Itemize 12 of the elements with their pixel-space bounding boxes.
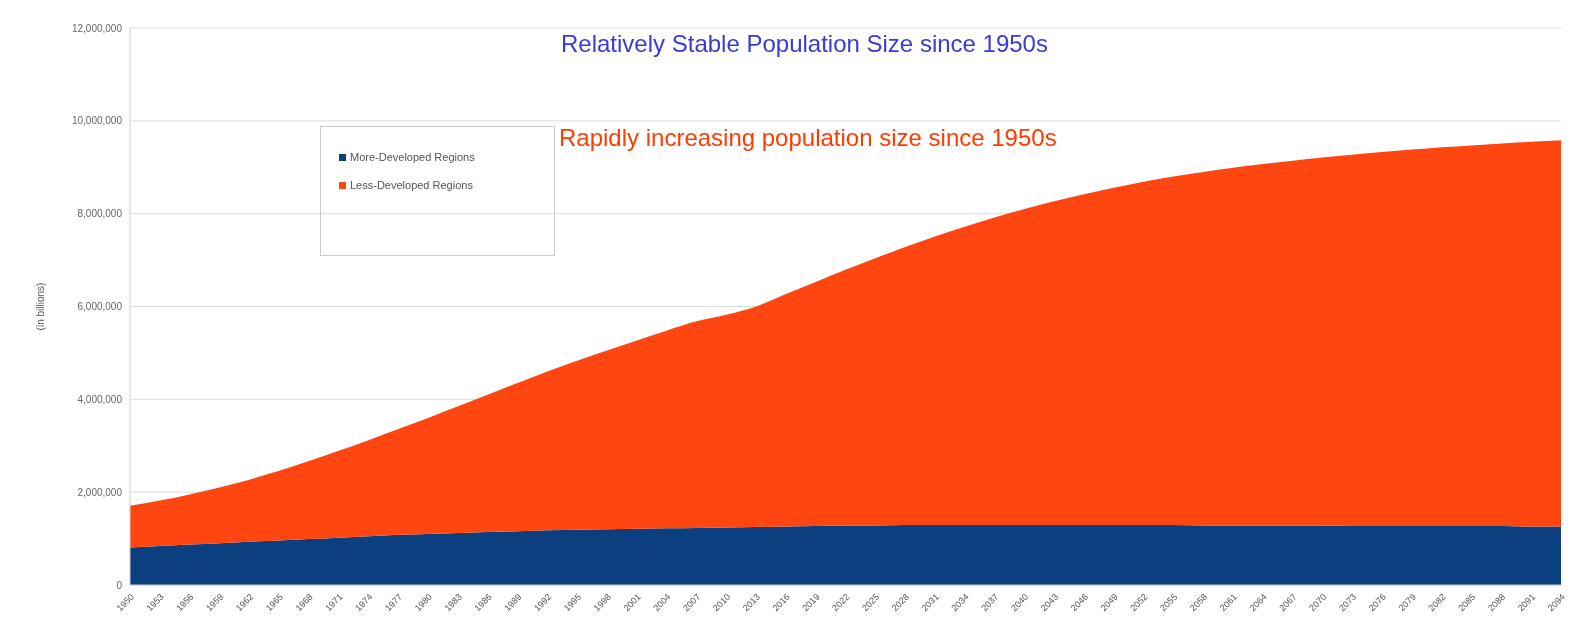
y-tick-label: 6,000,000 (77, 301, 123, 313)
annotation: Relatively Stable Population Size since 1950s (561, 30, 1048, 58)
legend-label: More-Developed Regions (350, 151, 475, 163)
y-tick-label: 0 (116, 579, 123, 591)
y-tick-label: 10,000,000 (71, 115, 123, 127)
y-tick-label: 12,000,000 (71, 22, 123, 34)
y-tick-label: 4,000,000 (77, 393, 123, 405)
y-axis-title: (in billions) (34, 282, 46, 331)
y-tick-label: 2,000,000 (77, 486, 123, 498)
annotation: Rapidly increasing population size since 1950s (559, 124, 1057, 152)
legend-label: Less-Developed Regions (350, 179, 473, 191)
y-tick-label: 8,000,000 (77, 208, 123, 220)
